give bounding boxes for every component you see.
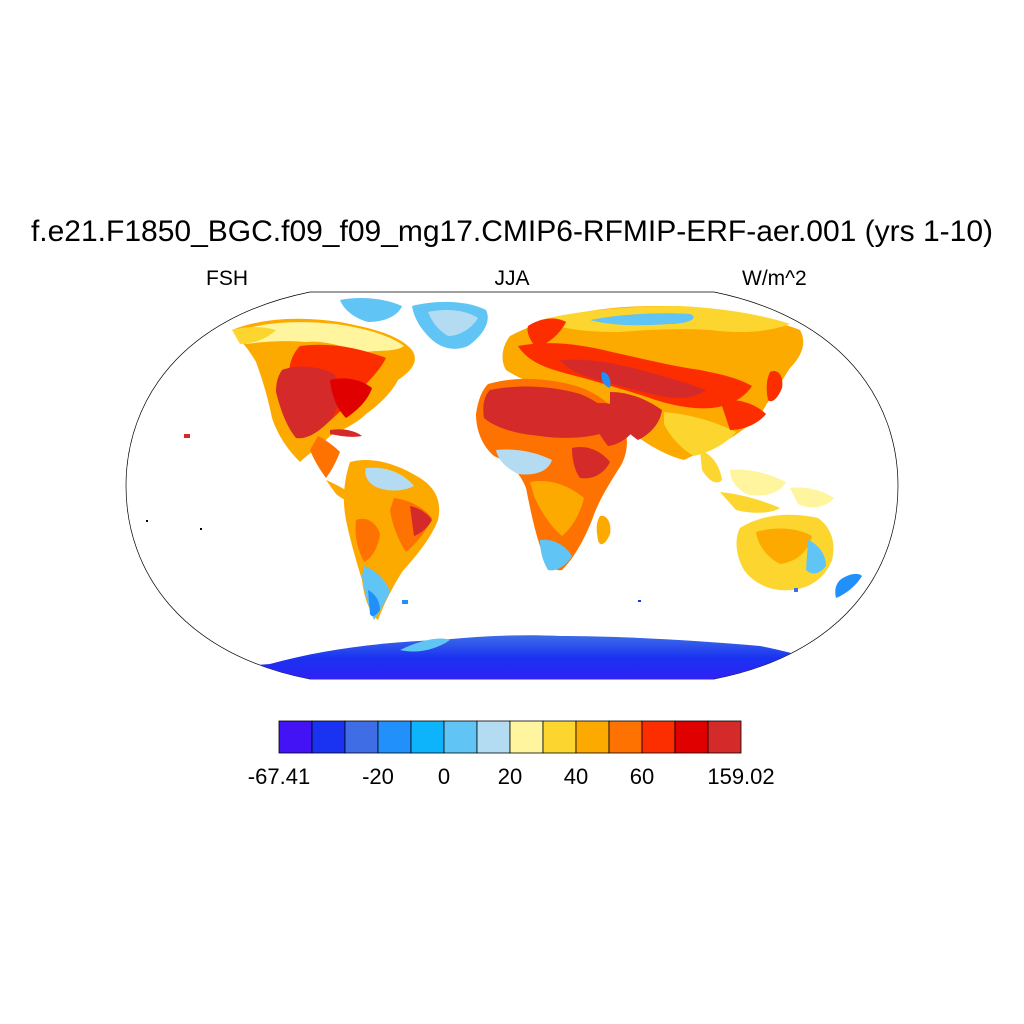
colorbar-boxes	[278, 720, 742, 754]
colorbar-box	[443, 720, 478, 754]
colorbar-box	[344, 720, 379, 754]
colorbar-box	[674, 720, 709, 754]
australia	[736, 514, 862, 598]
antarctica	[200, 635, 840, 679]
south-america	[343, 459, 440, 620]
colorbar-tick-label: 159.02	[707, 764, 774, 789]
colorbar-tick-label: -20	[362, 764, 394, 789]
north-america	[232, 298, 488, 505]
plot-title: f.e21.F1850_BGC.f09_f09_mg17.CMIP6-RFMIP…	[30, 215, 994, 248]
colorbar-box	[476, 720, 511, 754]
colorbar-tick-label: 60	[630, 764, 654, 789]
colorbar-tick-label: 20	[498, 764, 522, 789]
variable-label: FSH	[206, 267, 248, 290]
colorbar-box	[542, 720, 577, 754]
colorbar-tick-label: 0	[438, 764, 450, 789]
eurasia	[502, 306, 834, 513]
colorbar-tick-label: -67.41	[248, 764, 310, 789]
colorbar-box	[311, 720, 346, 754]
colorbar-box	[707, 720, 742, 754]
colorbar-box	[410, 720, 445, 754]
colorbar-box	[377, 720, 412, 754]
units-label: W/m^2	[742, 267, 807, 290]
season-label: JJA	[494, 267, 530, 290]
colorbar-tick-label: 40	[564, 764, 588, 789]
colorbar-box	[575, 720, 610, 754]
colorbar-box	[641, 720, 676, 754]
colorbar-box	[278, 720, 313, 754]
colorbar-box	[608, 720, 643, 754]
colorbar-box	[509, 720, 544, 754]
colorbar-labels: -67.41 -20 0 20 40 60 159.02	[248, 764, 775, 789]
africa	[476, 378, 640, 571]
